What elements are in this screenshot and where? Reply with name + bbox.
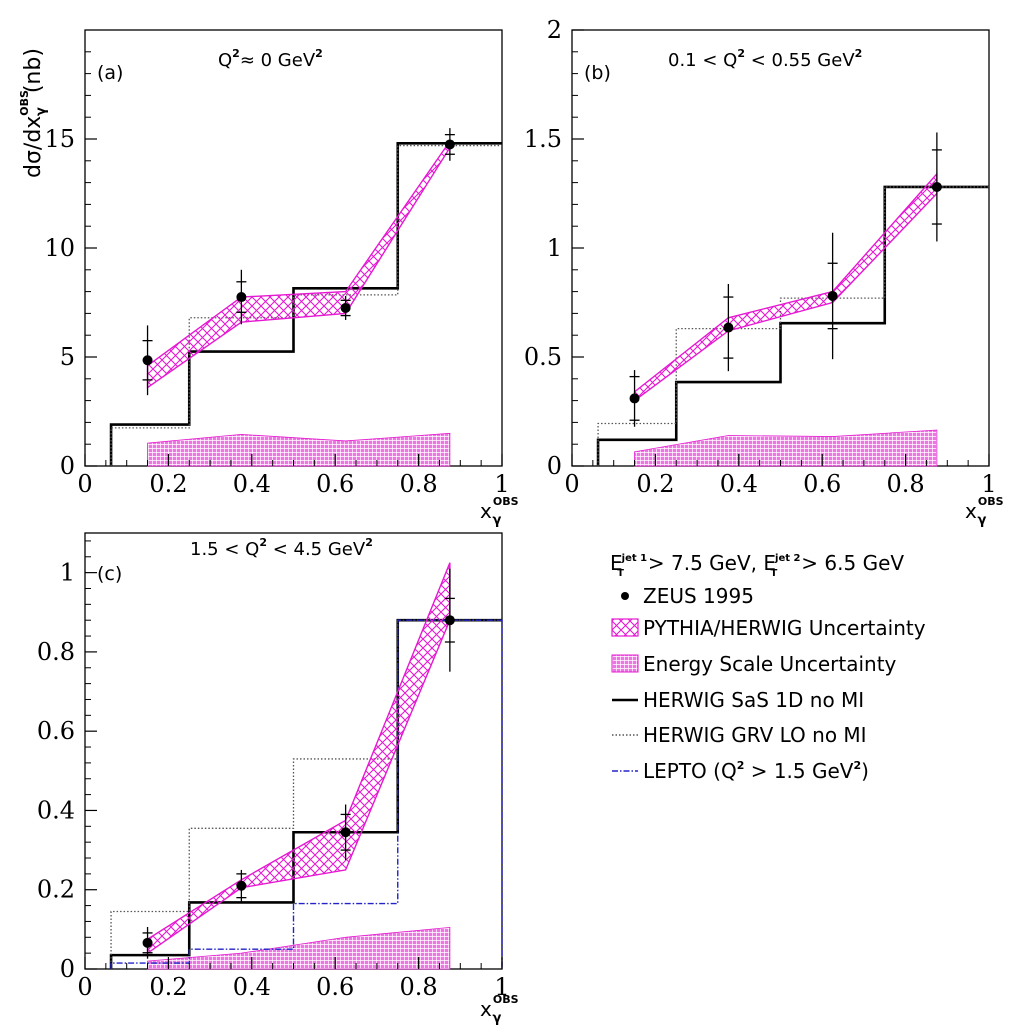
panel-a-data-point — [340, 295, 351, 320]
legend-label-data: ZEUS 1995 — [643, 584, 754, 608]
panel-b-model-uncertainty-band — [633, 172, 938, 402]
legend-cut-label: Ejet 1 T > 7.5 GeV, Ejet 2 T > 6.5 GeV — [610, 551, 904, 579]
legend: Ejet 1 T > 7.5 GeV, Ejet 2 T > 6.5 GeV ZEUS … — [610, 551, 926, 783]
panel-a-xlabel: xOBS γ — [480, 495, 519, 528]
panel-c-x-tick-label: 1 — [494, 973, 509, 1001]
panel-b-x-tick-label: 0 — [564, 470, 579, 498]
panel-c-lepto-histogram — [110, 619, 503, 969]
panel-c-y-tick-label: 0.2 — [37, 876, 75, 904]
panel-b-sas-histogram — [596, 185, 989, 466]
panel-a-y-tick-label: 15 — [44, 125, 75, 153]
panel-a-tag: (a) — [97, 62, 123, 84]
legend-label-energy: Energy Scale Uncertainty — [643, 652, 897, 676]
panel-b-y-tick-label: 0 — [547, 452, 562, 480]
panel-a-x-tick-label: 0.8 — [400, 470, 438, 498]
panel-a-model-uncertainty-band — [146, 138, 451, 389]
panel-a-data-point — [142, 325, 153, 396]
panel-b-data-point — [723, 283, 734, 372]
panel-b-x-tick-label: 0.4 — [720, 470, 758, 498]
panel-c-data-point — [236, 869, 247, 902]
panel-c-sas-histogram — [109, 618, 502, 969]
panel-c-q2-label: 1.5 < Q2 < 4.5 GeV2 — [190, 536, 373, 560]
panel-c-tag: (c) — [97, 563, 122, 585]
panel-b-ticks: 0 0.2 0.4 0.6 0.8 1 0 0.5 1 1.5 2 — [524, 16, 997, 498]
panel-c-data-point — [340, 804, 351, 860]
legend-label-band: PYTHIA/HERWIG Uncertainty — [643, 616, 926, 640]
panel-a-frame — [84, 29, 503, 467]
panel-c-energy-scale-band — [147, 926, 451, 970]
panel-c-xlabel: xOBS γ — [480, 993, 519, 1026]
legend-label-sas: HERWIG SaS 1D no MI — [643, 688, 864, 712]
panel-b-xlabel: xOBS γ — [965, 495, 1004, 528]
legend-label-lepto: LEPTO (Q2 > 1.5 GeV2) — [643, 759, 869, 783]
panel-c-x-tick-label: 0.8 — [400, 973, 438, 1001]
panel-b-data-point — [827, 232, 838, 360]
panel-c-y-tick-label: 0.4 — [37, 796, 75, 824]
panel-b-y-tick-label: 2 — [547, 16, 562, 44]
panel-c-y-tick-label: 0.6 — [37, 717, 75, 745]
panel-a-x-tick-label: 0.4 — [233, 470, 271, 498]
panel-a-q2-label: Q2≈ 0 GeV2 — [218, 47, 323, 71]
panel-a-plot — [109, 128, 502, 467]
panel-b-x-tick-label: 1 — [981, 470, 996, 498]
panel-b-y-tick-label: 1.5 — [524, 125, 562, 153]
panel-c-y-tick-label: 0 — [60, 955, 75, 983]
panel-b-plot — [596, 132, 989, 467]
panel-a-y-tick-label: 5 — [60, 343, 75, 371]
panel-c-y-tick-label: 0.8 — [37, 638, 75, 666]
panel-c-grv-histogram — [110, 619, 502, 969]
panel-a-energy-scale-band — [147, 432, 451, 467]
panel-c-y-tick-label: 1 — [60, 559, 75, 587]
panel-b-energy-scale-band — [634, 429, 938, 467]
panel-c-data-point — [444, 568, 455, 672]
panel-b-x-tick-label: 0.2 — [636, 470, 674, 498]
panel-c-x-tick-label: 0.2 — [149, 973, 187, 1001]
panel-a-x-tick-label: 0.2 — [149, 470, 187, 498]
legend-label-grv: HERWIG GRV LO no MI — [643, 723, 867, 747]
panel-b-q2-label: 0.1 < Q2 < 0.55 GeV2 — [668, 47, 862, 71]
panel-c-data-point — [142, 926, 153, 959]
panel-c-x-tick-label: 0.6 — [316, 973, 354, 1001]
panel-b-tag: (b) — [584, 62, 611, 84]
panel-a-y-tick-label: 0 — [60, 452, 75, 480]
panel-b-data-point — [931, 132, 942, 242]
panel-a-x-tick-label: 0.6 — [316, 470, 354, 498]
panel-a-grv-histogram — [110, 144, 502, 466]
legend-marker-data — [621, 592, 629, 600]
legend-marker-energy — [611, 654, 639, 673]
panel-b-x-tick-label: 0.6 — [803, 470, 841, 498]
panel-c-plot — [109, 562, 503, 970]
y-axis-label: dσ/dxOBS γ(nb) — [18, 48, 49, 178]
legend-marker-band — [611, 618, 639, 637]
panel-c-ticks: 0 0.2 0.4 0.6 0.8 1 0 0.2 0.4 0.6 0.8 1 — [37, 540, 510, 1001]
panel-c-x-tick-label: 0.4 — [233, 973, 271, 1001]
panel-c-x-tick-label: 0 — [77, 973, 92, 1001]
panel-a-data-point — [444, 128, 455, 161]
panel-b-data-point — [629, 370, 640, 427]
panel-a-y-tick-label: 10 — [44, 234, 75, 262]
panel-a-x-tick-label: 1 — [494, 470, 509, 498]
panel-a-x-tick-label: 0 — [77, 470, 92, 498]
panel-b-y-tick-label: 0.5 — [524, 343, 562, 371]
panel-a-data-point — [236, 269, 247, 325]
panel-b-x-tick-label: 0.8 — [887, 470, 925, 498]
panel-b: 0 0.2 0.4 0.6 0.8 1 0 0.5 1 1.5 2 (b) 0.1 < Q2 < 0… — [524, 16, 1004, 528]
panel-b-y-tick-label: 1 — [547, 234, 562, 262]
panel-c: 0 0.2 0.4 0.6 0.8 1 0 0.2 0.4 0.6 0.8 1 (c) 1.5 < Q… — [37, 532, 519, 1026]
panel-b-grv-histogram — [597, 186, 989, 466]
